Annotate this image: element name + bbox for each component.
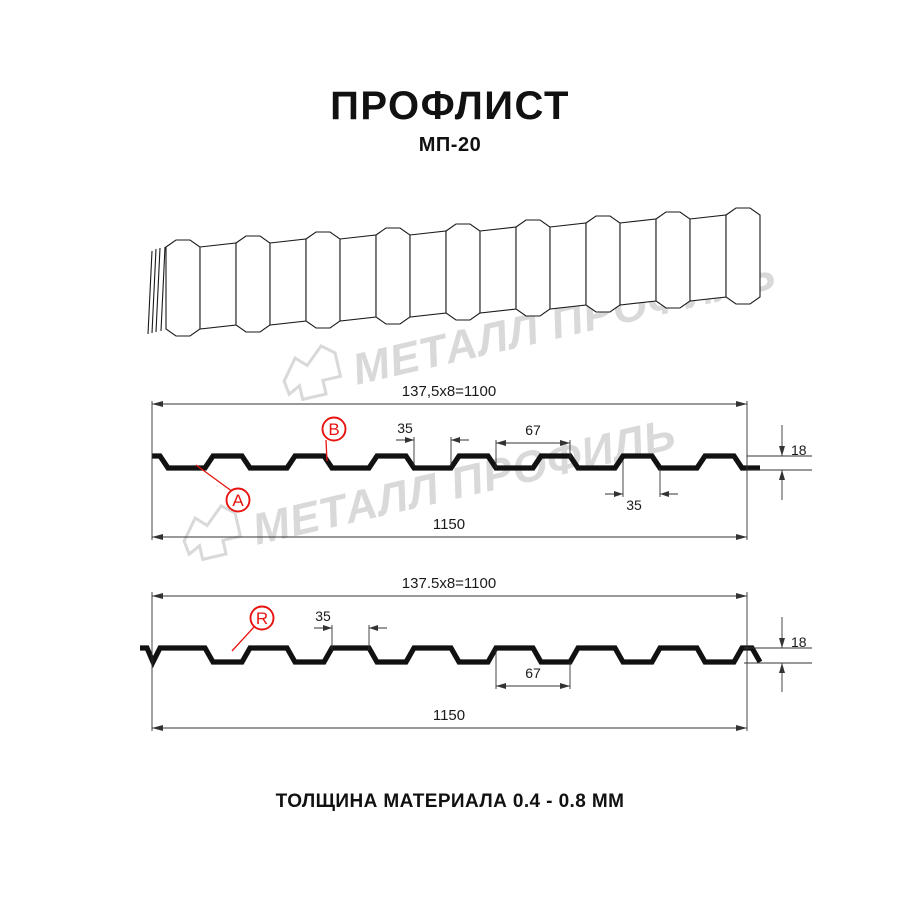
extension-lines-front <box>151 401 812 540</box>
marker-a-label: A <box>232 491 244 510</box>
dimension-pitch-upper-label: 35 <box>397 420 413 436</box>
dimension-height-label: 18 <box>791 634 807 650</box>
marker-b-label: B <box>328 420 339 439</box>
dimension-pitch-lower-label: 35 <box>626 497 642 513</box>
corrugation-cells <box>165 207 761 337</box>
dimension-top-rear: 137.5x8=1100 <box>152 575 747 599</box>
extension-lines-rear <box>151 592 812 731</box>
marker-b: B <box>321 416 347 462</box>
dimension-pitch-label: 35 <box>315 608 331 624</box>
profile-outline-rear <box>140 645 763 669</box>
dimension-height-front: 18 <box>779 425 807 500</box>
dimension-bottom-rear: 1150 <box>152 707 747 731</box>
dimension-height-label: 18 <box>791 442 807 458</box>
dimension-pitch-lower-front: 35 <box>605 491 678 513</box>
dimension-crest-label: 67 <box>525 422 541 438</box>
dimension-crest-label: 67 <box>525 665 541 681</box>
dimension-bottom-front: 1150 <box>152 516 747 540</box>
sheet-edge-lines <box>147 246 166 335</box>
dimension-crest-rear: 67 <box>496 665 570 689</box>
profile-outline-front <box>152 453 760 471</box>
dimension-height-rear: 18 <box>779 617 807 692</box>
page-subtitle: МП-20 <box>418 134 482 156</box>
dimension-pitch-rear: 35 <box>314 608 387 631</box>
dimension-bottom-label: 1150 <box>433 516 465 533</box>
page-title: ПРОФЛИСТ <box>330 84 570 128</box>
marker-r: R <box>231 605 275 652</box>
dimension-top-label: 137.5x8=1100 <box>402 575 496 592</box>
marker-r-label: R <box>256 609 268 628</box>
marker-a: A <box>195 464 251 513</box>
dimension-top-front: 137,5x8=1100 <box>152 383 747 407</box>
material-thickness-caption: ТОЛЩИНА МАТЕРИАЛА 0.4 - 0.8 ММ <box>275 791 625 812</box>
dimension-crest-front: 67 <box>496 422 570 446</box>
dimension-bottom-label: 1150 <box>433 707 465 724</box>
dimension-top-label: 137,5x8=1100 <box>402 383 496 400</box>
dimension-pitch-upper-front: 35 <box>396 420 469 443</box>
